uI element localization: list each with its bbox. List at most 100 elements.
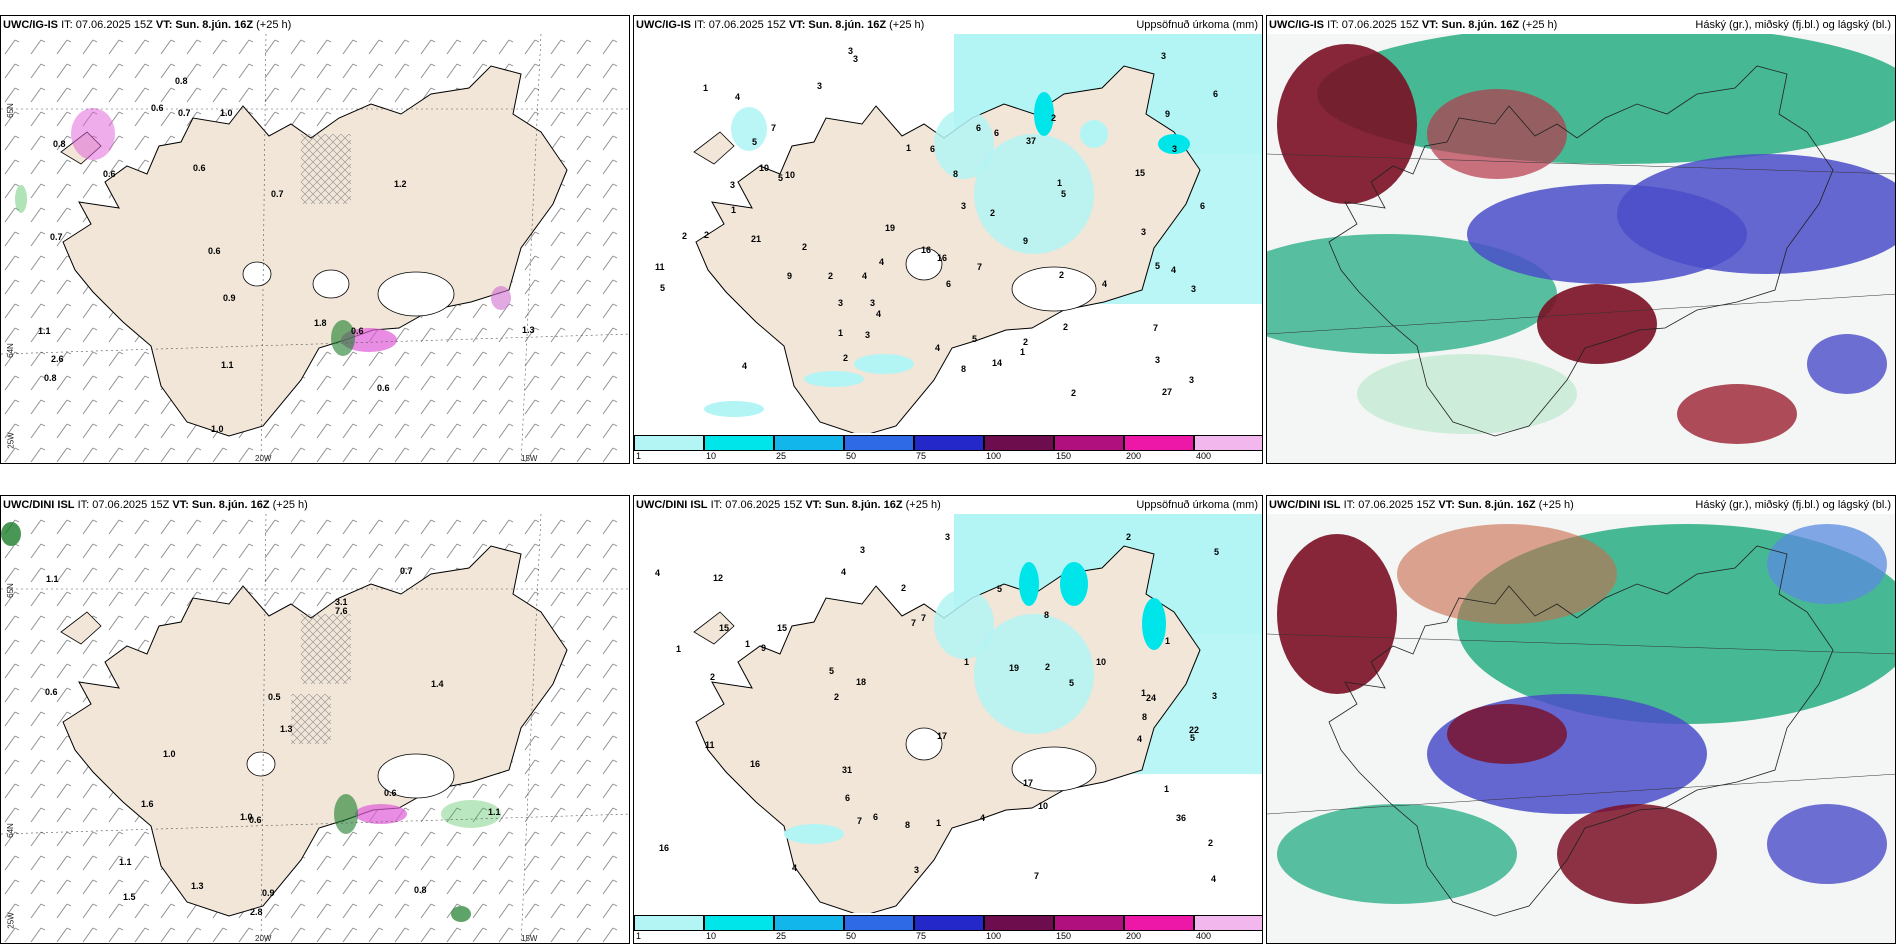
value-label: 9 — [787, 271, 792, 281]
legend-tick: 1 — [636, 931, 642, 941]
value-label: 19 — [1009, 663, 1019, 673]
value-label: 4 — [1211, 874, 1216, 884]
value-label: 3 — [848, 46, 853, 56]
value-label: 5 — [829, 666, 834, 676]
legend-swatch — [1194, 915, 1262, 931]
value-label: 1.1 — [46, 574, 59, 584]
value-label: 7 — [977, 262, 982, 272]
value-label: 2.8 — [250, 907, 263, 917]
value-label: 8 — [1142, 712, 1147, 722]
value-label: 1.3 — [522, 325, 535, 335]
lat-label: 25W — [6, 432, 16, 449]
value-label: 3 — [1172, 144, 1177, 154]
value-label: 2 — [1045, 662, 1050, 672]
lon-label: 15W — [521, 934, 538, 943]
value-label: 0.6 — [249, 815, 262, 825]
value-label: 4 — [742, 361, 747, 371]
value-label: 6 — [994, 128, 999, 138]
cloud-svg — [1267, 514, 1895, 943]
cloud-svg — [1267, 34, 1895, 463]
value-label: 3 — [945, 532, 950, 542]
value-label: 1 — [731, 205, 736, 215]
value-label: 15 — [777, 623, 787, 633]
value-label: 5 — [1069, 678, 1074, 688]
value-label: 5 — [997, 584, 1002, 594]
wind-svg: 0.6 0.7 0.6 0.8 0.8 0.8 1.8 2.6 1.0 0.6 0.9 0.7 1.1 1… — [1, 34, 629, 463]
value-label: 21 — [751, 234, 761, 244]
value-label: 2 — [802, 242, 807, 252]
legend-tick: 25 — [776, 451, 787, 461]
value-label: 0.8 — [414, 885, 427, 895]
value-label: 17 — [937, 731, 947, 741]
value-label: 6 — [1200, 201, 1205, 211]
legend-tick: 75 — [916, 451, 927, 461]
legend-swatch — [634, 915, 704, 931]
value-label: 0.9 — [262, 888, 275, 898]
value-label: 3 — [817, 81, 822, 91]
precip-svg: 3446654122122133316372115168655747279431… — [655, 34, 1262, 437]
legend-tick: 10 — [706, 451, 717, 461]
value-label: 2 — [843, 353, 848, 363]
value-label: 3 — [860, 545, 865, 555]
value-label: 5 — [1061, 189, 1066, 199]
value-label: 1.0 — [163, 749, 176, 759]
legend-tick: 150 — [1056, 451, 1072, 461]
value-label: 1 — [906, 143, 911, 153]
value-label: 19 — [885, 223, 895, 233]
value-label: 1 — [838, 328, 843, 338]
value-label: 1 — [703, 83, 708, 93]
value-label: 8 — [1044, 610, 1049, 620]
value-label: 22 — [1189, 725, 1199, 735]
value-label: 5 — [972, 334, 977, 344]
legend-tick: 400 — [1196, 931, 1212, 941]
value-label: 3 — [1155, 355, 1160, 365]
value-label: 2 — [1023, 337, 1028, 347]
value-label: 0.6 — [193, 163, 206, 173]
value-label: 0.6 — [351, 326, 364, 336]
panel-wind-ig: UWC/IG-IS IT: 07.06.2025 15Z VT: Sun. 8.… — [0, 15, 630, 464]
value-label: 2 — [1059, 270, 1064, 280]
precip-legend: 1 10 25 50 75 100 150 200 400 — [634, 433, 1262, 463]
value-label: 2 — [828, 271, 833, 281]
value-label: 1.2 — [394, 179, 407, 189]
legend-swatch — [844, 915, 914, 931]
value-label: 4 — [1137, 734, 1142, 744]
lon-label: 20W — [255, 454, 272, 463]
legend-tick: 150 — [1056, 931, 1072, 941]
value-label: 2 — [990, 208, 995, 218]
value-label: 4 — [655, 568, 660, 578]
value-label: 16 — [750, 759, 760, 769]
value-label: 1.0 — [211, 424, 224, 434]
legend-tick: 50 — [846, 451, 857, 461]
cloud-map — [1267, 514, 1895, 943]
panel-title: UWC/IG-IS IT: 07.06.2025 15Z VT: Sun. 8.… — [634, 16, 1262, 34]
value-label: 0.9 — [223, 293, 236, 303]
panel-precip-dini: UWC/DINI ISL IT: 07.06.2025 15Z VT: Sun.… — [633, 495, 1263, 944]
legend-swatch — [704, 915, 774, 931]
value-label: 1.1 — [488, 807, 501, 817]
value-label: 31 — [842, 765, 852, 775]
value-label: 3 — [914, 865, 919, 875]
value-label: 6 — [946, 279, 951, 289]
legend-swatch — [1124, 915, 1194, 931]
value-label: 3 — [1161, 51, 1166, 61]
value-label: 1.4 — [431, 679, 444, 689]
value-label: 0.8 — [53, 139, 66, 149]
legend-tick: 100 — [986, 451, 1002, 461]
value-label: 2 — [682, 231, 687, 241]
legend-swatch — [704, 435, 774, 451]
value-label: 4 — [792, 863, 797, 873]
value-label: 2 — [834, 692, 839, 702]
value-label: 0.7 — [50, 232, 63, 242]
value-label: 5 — [1214, 547, 1219, 557]
panel-title: UWC/IG-IS IT: 07.06.2025 15Z VT: Sun. 8.… — [1, 16, 629, 34]
value-label: 2.6 — [51, 354, 64, 364]
value-label: 1.3 — [280, 724, 293, 734]
value-label: 3 — [838, 298, 843, 308]
precip-patches — [15, 108, 511, 356]
value-label: 1 — [1165, 636, 1170, 646]
value-label: 10 — [1096, 657, 1106, 667]
value-label: 2 — [710, 672, 715, 682]
value-label: 1 — [676, 644, 681, 654]
lat-label: 25W — [6, 912, 16, 929]
